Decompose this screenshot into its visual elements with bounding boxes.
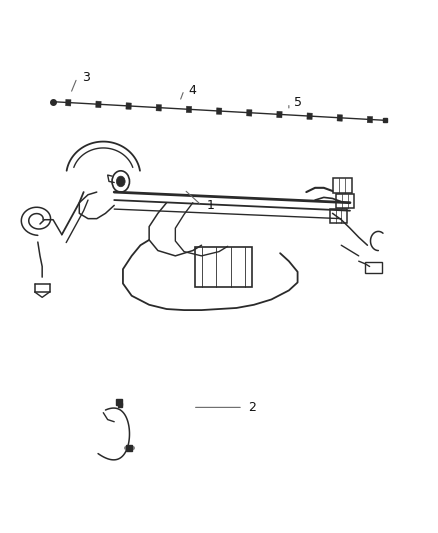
Bar — [96, 101, 101, 108]
Text: 4: 4 — [189, 84, 197, 96]
Text: 3: 3 — [82, 71, 90, 84]
Bar — [66, 99, 71, 106]
Bar — [365, 262, 382, 273]
Bar — [336, 194, 354, 208]
Bar — [195, 247, 252, 287]
Bar — [156, 104, 162, 111]
Bar — [277, 111, 282, 118]
Bar — [126, 103, 131, 109]
Bar — [330, 209, 347, 223]
Bar — [307, 113, 312, 119]
Text: 5: 5 — [293, 96, 302, 109]
Bar — [216, 108, 222, 115]
Circle shape — [117, 176, 125, 187]
Text: 2: 2 — [248, 401, 256, 414]
Text: 1: 1 — [206, 199, 214, 212]
Bar — [367, 116, 373, 123]
Bar — [247, 109, 252, 116]
Bar — [186, 106, 192, 113]
Bar — [332, 178, 352, 193]
Bar — [337, 115, 343, 121]
